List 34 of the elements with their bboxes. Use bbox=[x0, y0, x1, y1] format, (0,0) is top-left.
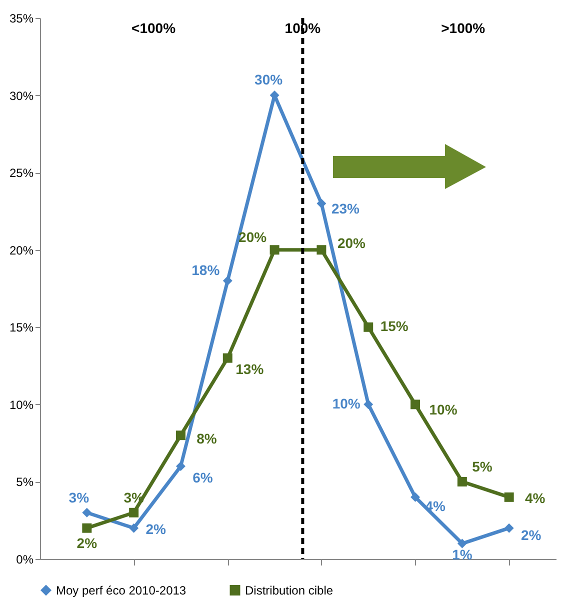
point bbox=[410, 400, 420, 410]
y-tick-label: 10% bbox=[9, 398, 34, 412]
data-label: 8% bbox=[196, 430, 218, 446]
y-tick-label: 30% bbox=[9, 88, 34, 103]
data-label: 23% bbox=[331, 200, 360, 216]
data-label: 2% bbox=[76, 535, 98, 552]
y-tick-label: 5% bbox=[16, 475, 34, 490]
y-tick-label: 0% bbox=[16, 552, 34, 566]
point bbox=[176, 462, 186, 471]
data-label: 4% bbox=[524, 490, 546, 506]
data-label: 30% bbox=[254, 71, 284, 88]
y-tick-label: 35% bbox=[9, 12, 34, 26]
point bbox=[176, 430, 186, 440]
data-label: 15% bbox=[380, 318, 409, 334]
data-label: 2% bbox=[520, 527, 542, 544]
data-label: 2% bbox=[146, 521, 166, 538]
data-label: 10% bbox=[429, 401, 458, 418]
y-tick-label: 15% bbox=[9, 320, 34, 335]
legend-label: Distribution cible bbox=[245, 583, 334, 598]
y-tick-label: 20% bbox=[9, 243, 34, 258]
annotation: <100% bbox=[132, 20, 176, 36]
data-label: 20% bbox=[337, 234, 366, 251]
data-label: 1% bbox=[452, 546, 473, 563]
data-label: 5% bbox=[472, 458, 493, 475]
annotation: >100% bbox=[441, 20, 486, 36]
y-tick-label: 25% bbox=[9, 166, 34, 180]
point bbox=[222, 276, 232, 286]
data-label: 13% bbox=[236, 361, 264, 378]
point bbox=[410, 492, 420, 502]
data-label: 10% bbox=[332, 395, 361, 412]
data-label: 18% bbox=[192, 262, 220, 278]
legend-label: Moy perf éco 2010-2013 bbox=[56, 583, 186, 598]
data-label: 6% bbox=[192, 469, 214, 486]
data-label: 3% bbox=[68, 490, 90, 506]
